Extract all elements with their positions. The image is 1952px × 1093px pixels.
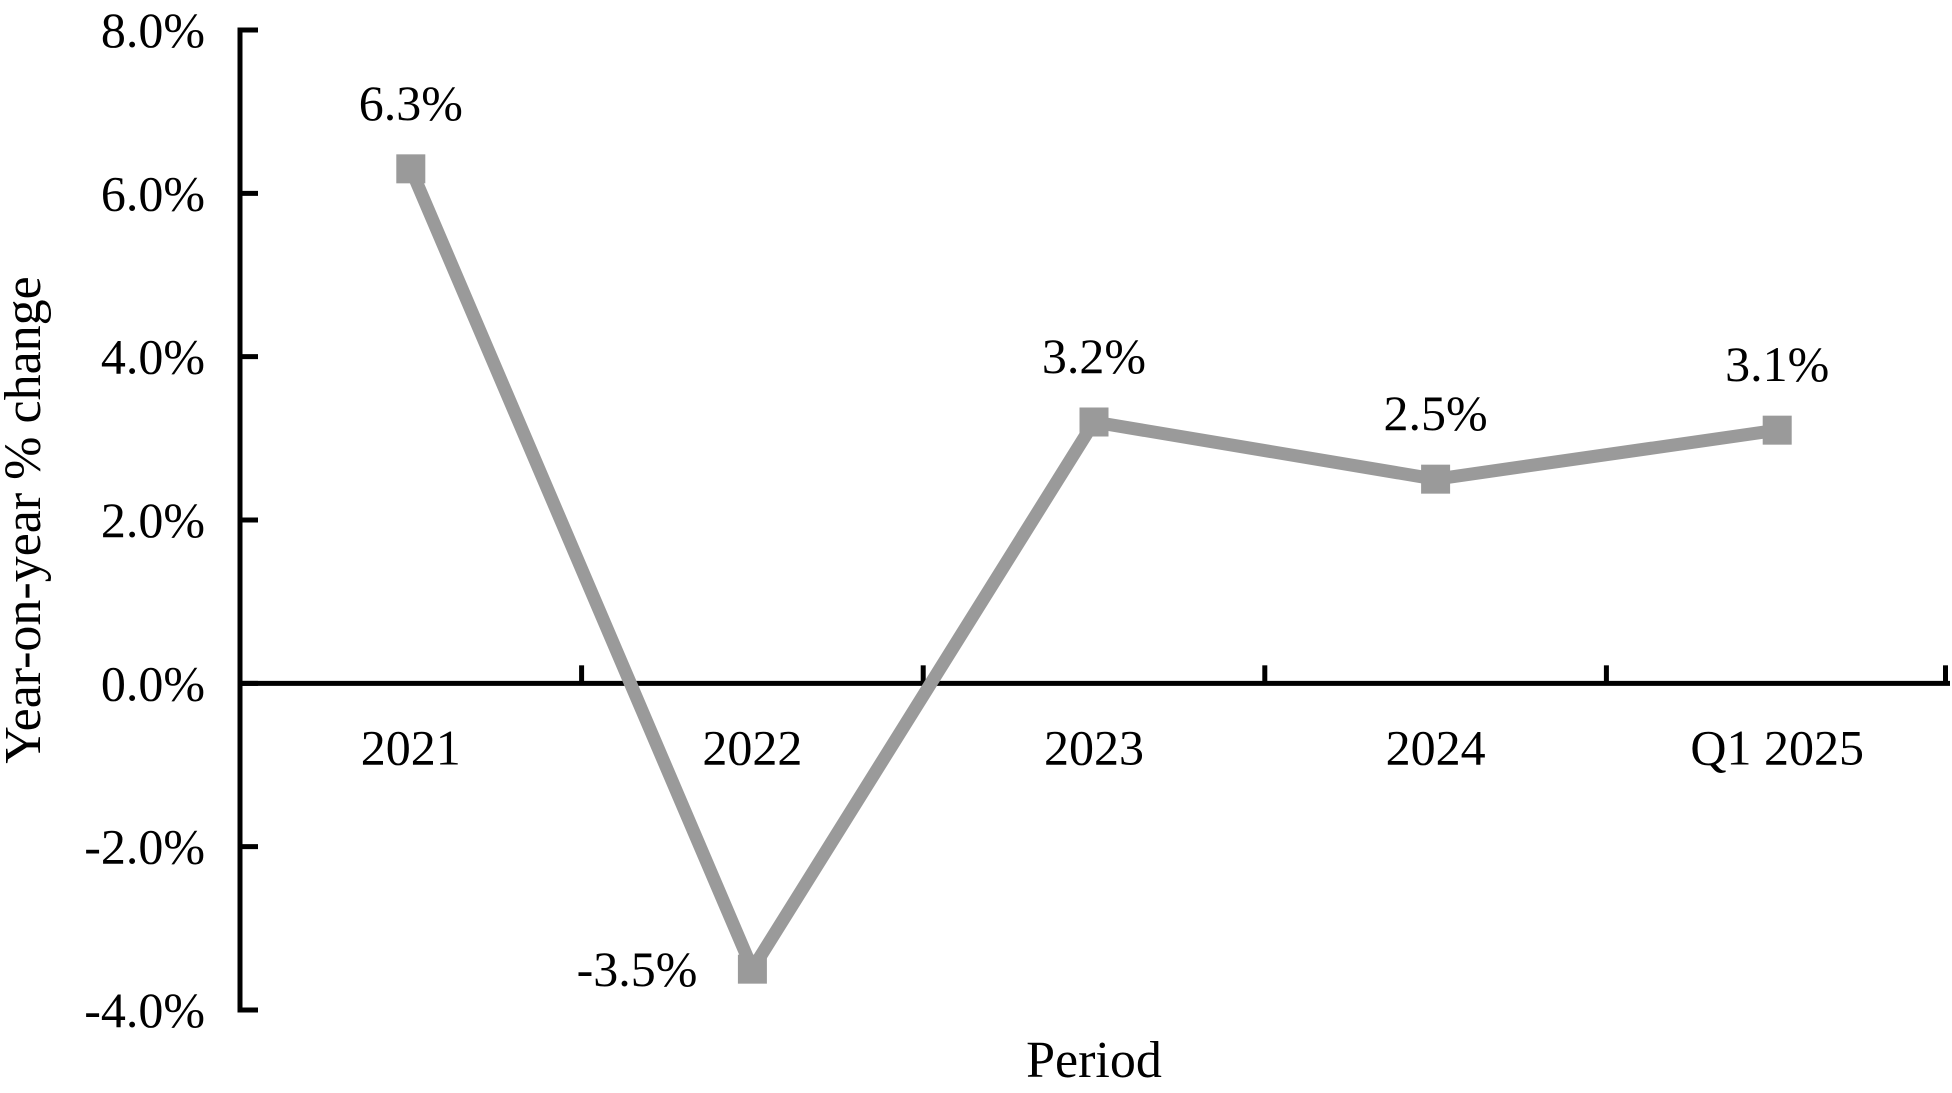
x-axis-title: Period — [1026, 1032, 1162, 1089]
data-labels: 6.3% -3.5% 3.2% 2.5% 3.1% — [359, 75, 1830, 997]
x-tick-label: 2024 — [1386, 719, 1486, 775]
data-point-marker — [1421, 464, 1451, 494]
series-line — [404, 166, 1779, 984]
series-markers — [396, 154, 1792, 984]
data-label: 3.2% — [1042, 328, 1146, 384]
y-axis-title: Year-on-year % change — [0, 276, 52, 763]
x-tick-label: 2023 — [1044, 719, 1144, 775]
x-tick-labels: 2021 2022 2023 2024 Q1 2025 — [361, 719, 1864, 775]
x-tick-label: 2022 — [702, 719, 802, 775]
data-label: 3.1% — [1725, 336, 1829, 392]
x-tick-label: 2021 — [361, 719, 461, 775]
y-tick-label: -2.0% — [84, 819, 205, 875]
y-tick-labels: 8.0% 6.0% 4.0% 2.0% 0.0% -2.0% -4.0% — [84, 2, 205, 1038]
data-label: 2.5% — [1384, 385, 1488, 441]
y-tick-label: 4.0% — [101, 329, 205, 385]
data-point-marker — [737, 954, 767, 984]
y-tick-label: 6.0% — [101, 165, 205, 221]
y-tick-label: -4.0% — [84, 982, 205, 1038]
y-tick-label: 2.0% — [101, 492, 205, 548]
x-tick-label: Q1 2025 — [1690, 719, 1864, 775]
data-label: -3.5% — [577, 941, 698, 997]
data-point-marker — [1762, 415, 1792, 445]
y-tick-label: 0.0% — [101, 655, 205, 711]
data-point-marker — [396, 154, 426, 184]
axes — [237, 27, 1950, 1013]
data-label: 6.3% — [359, 75, 463, 131]
data-point-marker — [1079, 407, 1109, 437]
y-tick-label: 8.0% — [101, 2, 205, 58]
